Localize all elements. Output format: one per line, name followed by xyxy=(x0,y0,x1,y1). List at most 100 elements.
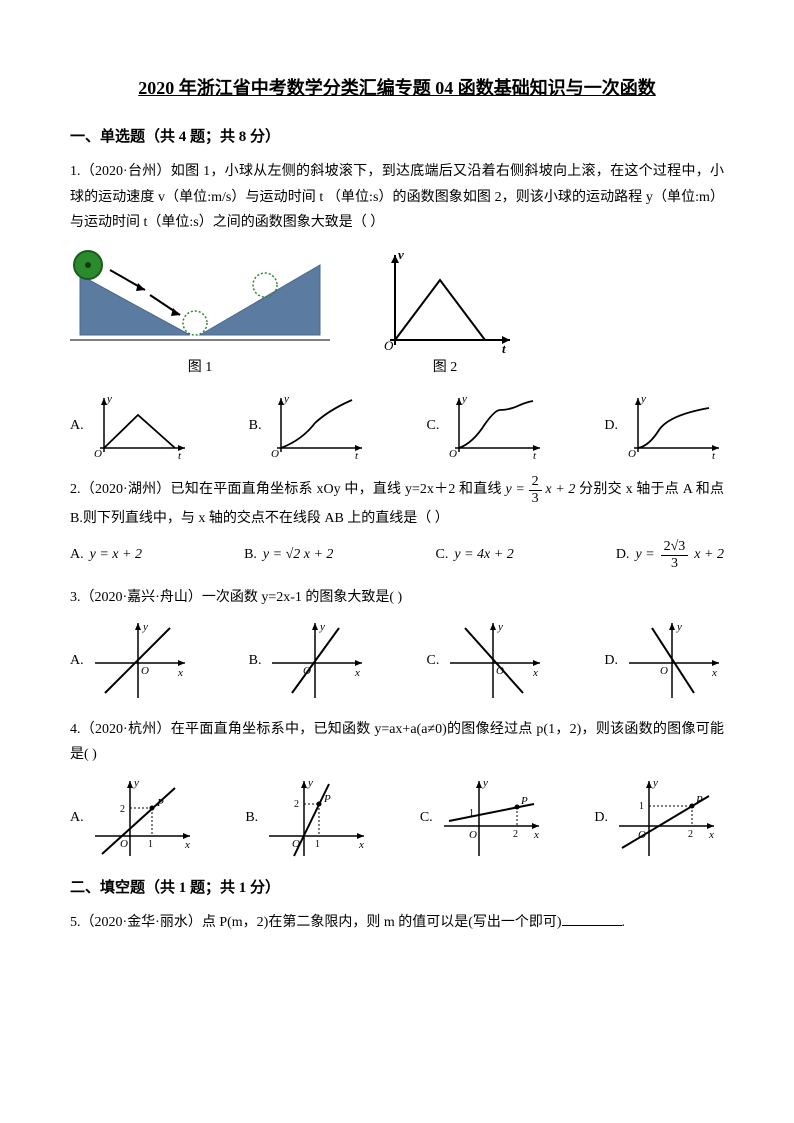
svg-text:x: x xyxy=(532,667,538,679)
q2-optD-lbl: D. xyxy=(616,542,630,567)
q3-text: 3.（2020·嘉兴·舟山）一次函数 y=2x-1 的图象大致是( ) xyxy=(70,585,724,610)
svg-text:t: t xyxy=(178,450,182,460)
q3-optB-lbl: B. xyxy=(249,648,262,673)
q2-options: A. y = x + 2 B. y = √2 x + 2 C. y = 4x +… xyxy=(70,539,724,571)
page-title: 2020 年浙江省中考数学分类汇编专题 04 函数基础知识与一次函数 xyxy=(70,72,724,104)
q4-optC-graph: O x y P 1 2 xyxy=(439,776,549,861)
svg-text:2: 2 xyxy=(120,804,125,815)
vt-graph: O t v xyxy=(370,245,520,355)
q1-figures: 图 1 O t v 图 2 xyxy=(70,245,724,380)
svg-text:2: 2 xyxy=(513,829,518,840)
optD-label: D. xyxy=(604,413,618,438)
q5-blank[interactable] xyxy=(562,911,622,926)
q3-optA-lbl: A. xyxy=(70,648,84,673)
q2-optA-eq: y = x + 2 xyxy=(90,542,142,567)
q2-optB-lbl: B. xyxy=(244,542,257,567)
q1-fig2: O t v 图 2 xyxy=(370,245,520,380)
q2-optC-eq: y = 4x + 2 xyxy=(454,542,513,567)
q3-optD-lbl: D. xyxy=(604,648,618,673)
q3-optA-graph: O x y xyxy=(90,618,190,703)
svg-text:O: O xyxy=(94,448,102,460)
q5-prefix: 5.（2020·金华·丽水）点 P(m，2)在第二象限内，则 m 的值可以是(写… xyxy=(70,915,562,930)
q2-text: 2.（2020·湖州）已知在平面直角坐标系 xOy 中，直线 y=2x＋2 和直… xyxy=(70,474,724,531)
q1-text: 1.（2020·台州）如图 1，小球从左侧的斜坡滚下，到达底端后又沿着右侧斜坡向… xyxy=(70,159,724,235)
q5-text: 5.（2020·金华·丽水）点 P(m，2)在第二象限内，则 m 的值可以是(写… xyxy=(70,910,724,935)
svg-text:O: O xyxy=(141,665,149,677)
q4-optA[interactable]: A. O x y P 2 1 xyxy=(70,776,200,861)
q2-inline-eq: y = xyxy=(505,482,528,497)
q2-optA[interactable]: A. y = x + 2 xyxy=(70,542,142,567)
q2-optD-eq: y = xyxy=(635,542,654,567)
q3-optC-lbl: C. xyxy=(427,648,440,673)
q2-optB[interactable]: B. y = √2 x + 2 xyxy=(244,542,333,567)
q3-optB-graph: O x y xyxy=(267,618,367,703)
q3-optD[interactable]: D. O x y xyxy=(604,618,724,703)
q4-optC[interactable]: C. O x y P 1 2 xyxy=(420,776,549,861)
svg-text:O: O xyxy=(660,665,668,677)
svg-text:2: 2 xyxy=(294,799,299,810)
svg-text:x: x xyxy=(708,829,714,841)
optD-graph: O t y xyxy=(624,390,724,460)
q1-optB[interactable]: B. O t y xyxy=(249,390,368,460)
optA-graph: O t y xyxy=(90,390,190,460)
q4-optB-graph: O x y P 2 1 xyxy=(264,776,374,861)
q3-optC-graph: O x y xyxy=(445,618,545,703)
fig2-label: 图 2 xyxy=(370,355,520,380)
svg-text:1: 1 xyxy=(469,808,474,819)
svg-text:O: O xyxy=(384,338,394,353)
svg-text:y: y xyxy=(482,777,488,789)
q1-fig1: 图 1 xyxy=(70,245,330,380)
q2-optD[interactable]: D. y = 2√33 x + 2 xyxy=(616,539,724,571)
q4-optD[interactable]: D. O x y P 1 2 xyxy=(594,776,724,861)
svg-text:O: O xyxy=(469,829,477,841)
svg-text:y: y xyxy=(676,621,682,633)
q1-options: A. O t y B. O t y C. xyxy=(70,390,724,460)
optA-label: A. xyxy=(70,413,84,438)
svg-text:y: y xyxy=(640,393,646,405)
svg-text:x: x xyxy=(177,667,183,679)
svg-text:P: P xyxy=(156,797,164,809)
slope-diagram xyxy=(70,245,330,355)
section2-heading: 二、填空题（共 1 题；共 1 分） xyxy=(70,875,724,902)
svg-text:y: y xyxy=(652,777,658,789)
q4-optD-lbl: D. xyxy=(594,805,608,830)
q1-optD[interactable]: D. O t y xyxy=(604,390,724,460)
svg-text:y: y xyxy=(461,393,467,405)
svg-text:1: 1 xyxy=(315,839,320,850)
q2-optC[interactable]: C. y = 4x + 2 xyxy=(436,542,514,567)
q4-optC-lbl: C. xyxy=(420,805,433,830)
q4-options: A. O x y P 2 1 B. O x y xyxy=(70,776,724,861)
svg-text:P: P xyxy=(323,793,331,805)
svg-text:t: t xyxy=(355,450,359,460)
q1-optC[interactable]: C. O t y xyxy=(427,390,546,460)
svg-text:y: y xyxy=(319,621,325,633)
q3-optB[interactable]: B. O x y xyxy=(249,618,368,703)
q4-optA-graph: O x y P 2 1 xyxy=(90,776,200,861)
frac-2r3-3: 2√33 xyxy=(661,539,689,571)
q3-optC[interactable]: C. O x y xyxy=(427,618,546,703)
q3-optA[interactable]: A. O x y xyxy=(70,618,190,703)
svg-text:O: O xyxy=(120,838,128,850)
optC-graph: O t y xyxy=(445,390,545,460)
q5-suffix: . xyxy=(622,915,626,930)
svg-text:O: O xyxy=(449,448,457,460)
q1-optA[interactable]: A. O t y xyxy=(70,390,190,460)
svg-text:y: y xyxy=(133,777,139,789)
svg-text:x: x xyxy=(354,667,360,679)
svg-text:x: x xyxy=(533,829,539,841)
q4-text: 4.（2020·杭州）在平面直角坐标系中，已知函数 y=ax+a(a≠0)的图像… xyxy=(70,717,724,767)
optC-label: C. xyxy=(427,413,440,438)
q2-optA-lbl: A. xyxy=(70,542,84,567)
optB-label: B. xyxy=(249,413,262,438)
svg-text:x: x xyxy=(711,667,717,679)
svg-text:2: 2 xyxy=(688,829,693,840)
optB-graph: O t y xyxy=(267,390,367,460)
q4-optB[interactable]: B. O x y P 2 1 xyxy=(245,776,374,861)
q2-optB-eq: y = √2 x + 2 xyxy=(263,542,334,567)
svg-text:y: y xyxy=(307,777,313,789)
svg-text:t: t xyxy=(533,450,537,460)
svg-text:x: x xyxy=(184,839,190,851)
svg-text:t: t xyxy=(502,341,506,355)
svg-text:O: O xyxy=(271,448,279,460)
svg-text:y: y xyxy=(497,621,503,633)
